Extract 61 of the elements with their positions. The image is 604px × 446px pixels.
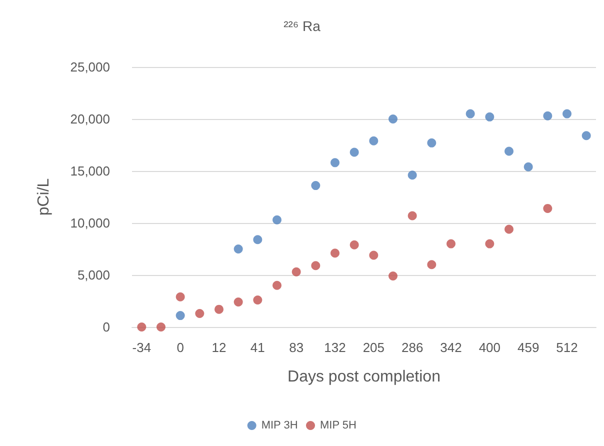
y-tick-label: 15,000 bbox=[70, 164, 110, 178]
point bbox=[582, 131, 591, 140]
point bbox=[253, 295, 262, 304]
point bbox=[485, 112, 494, 122]
point bbox=[272, 215, 282, 224]
point bbox=[176, 292, 185, 302]
x-tick-label: 342 bbox=[440, 340, 462, 355]
point bbox=[543, 111, 552, 120]
point bbox=[388, 114, 398, 124]
point bbox=[427, 260, 436, 270]
x-tick-label: 512 bbox=[556, 340, 578, 355]
x-tick-label: 132 bbox=[324, 340, 346, 355]
point bbox=[292, 267, 301, 276]
point bbox=[504, 224, 514, 234]
y-tick-label: 25,000 bbox=[70, 60, 110, 74]
x-tick-label: 0 bbox=[176, 340, 184, 355]
point bbox=[234, 298, 243, 307]
point bbox=[156, 322, 166, 332]
point bbox=[543, 204, 552, 213]
legend-label: MIP 3H bbox=[261, 420, 298, 432]
point bbox=[369, 250, 378, 260]
point bbox=[350, 148, 359, 157]
point bbox=[369, 136, 378, 146]
y-tick-label: 20,000 bbox=[70, 112, 110, 126]
point bbox=[466, 109, 475, 118]
point bbox=[214, 304, 224, 314]
x-tick-label: 459 bbox=[517, 340, 540, 355]
x-tick-label: 12 bbox=[212, 340, 226, 355]
point bbox=[272, 280, 282, 290]
x-tick-label: 205 bbox=[362, 340, 385, 355]
point bbox=[485, 239, 494, 248]
point bbox=[350, 240, 359, 250]
point bbox=[311, 261, 320, 270]
x-axis-title: Days post completion bbox=[288, 368, 440, 386]
point bbox=[388, 272, 398, 281]
x-tick-label: -34 bbox=[132, 340, 152, 355]
point bbox=[330, 248, 340, 258]
point bbox=[176, 311, 185, 320]
point bbox=[311, 181, 320, 190]
point bbox=[524, 162, 533, 172]
y-tick-label: 0 bbox=[102, 320, 110, 334]
point bbox=[330, 158, 340, 168]
point bbox=[408, 211, 417, 220]
x-tick-label: 400 bbox=[478, 340, 501, 355]
point bbox=[427, 138, 436, 148]
point bbox=[195, 308, 204, 318]
chart-title: ²²⁶ Ra bbox=[284, 18, 321, 34]
point bbox=[408, 170, 417, 180]
point bbox=[562, 109, 572, 118]
point bbox=[253, 235, 262, 244]
point bbox=[504, 146, 514, 156]
y-tick-label: 10,000 bbox=[70, 216, 110, 230]
x-tick-label: 286 bbox=[401, 340, 424, 355]
y-axis-title: pCi/L bbox=[36, 178, 52, 216]
legend-label: MIP 5H bbox=[320, 420, 357, 432]
x-tick-label: 41 bbox=[250, 340, 265, 355]
y-tick-label: 5,000 bbox=[77, 268, 110, 282]
x-tick-label: 83 bbox=[289, 340, 304, 355]
point bbox=[446, 239, 456, 248]
point bbox=[137, 322, 146, 332]
point bbox=[234, 244, 243, 254]
